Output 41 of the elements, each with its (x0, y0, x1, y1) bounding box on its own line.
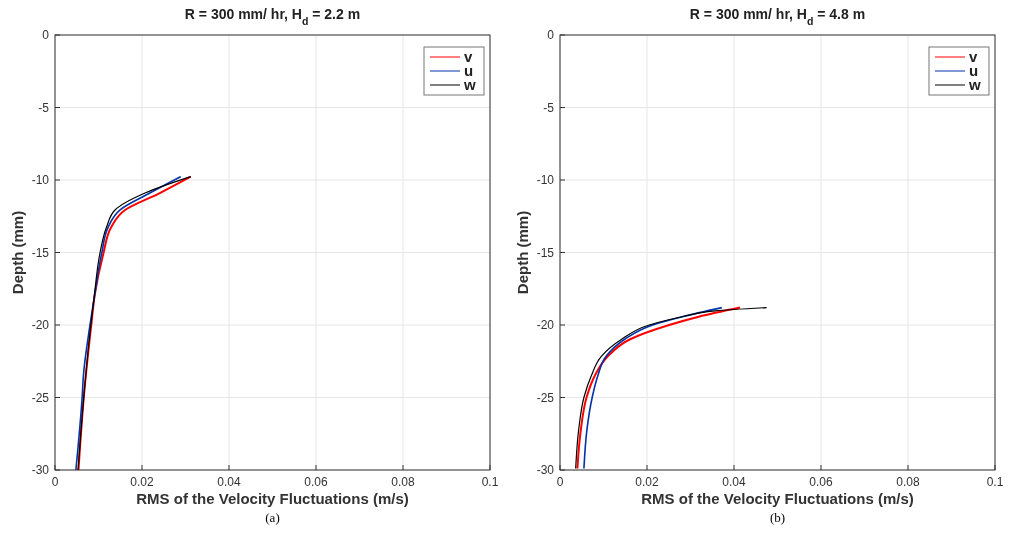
x-tick-label: 0.02 (635, 475, 659, 489)
x-tick-label: 0.1 (986, 475, 1004, 489)
x-axis-title: RMS of the Velocity Fluctuations (m/s) (641, 490, 914, 507)
chart-title: R = 300 mm/ hr, H$_{d}$ = 2.2 m (184, 6, 361, 27)
y-tick-label: -20 (536, 318, 555, 332)
x-tick-label: 0.04 (722, 475, 746, 489)
y-tick-label: -5 (543, 100, 555, 115)
y-tick-label: 0 (42, 28, 50, 42)
chart-title: R = 300 mm/ hr, H$_{d}$ = 4.8 m (689, 6, 866, 27)
y-tick-label: 0 (547, 28, 555, 42)
y-tick-label: -30 (31, 463, 50, 477)
y-tick-label: -10 (536, 173, 555, 187)
legend-label: u (969, 62, 979, 79)
legend-label: v (464, 48, 473, 65)
x-tick-label: 0.04 (217, 475, 241, 489)
x-tick-label: 0.08 (391, 475, 415, 489)
y-axis-title: Depth (mm) (514, 210, 531, 295)
x-tick-label: 0 (51, 475, 59, 489)
text: (b) (769, 510, 786, 525)
legend-label: v (969, 48, 978, 65)
x-tick-label: 0 (556, 475, 564, 489)
x-tick-label: 0.06 (304, 475, 328, 489)
y-tick-label: -30 (536, 463, 555, 477)
x-tick-label: 0.02 (130, 475, 154, 489)
y-tick-label: -15 (536, 245, 555, 260)
x-axis-title: RMS of the Velocity Fluctuations (m/s) (136, 490, 409, 507)
y-axis-title: Depth (mm) (9, 210, 26, 295)
x-tick-label: 0.1 (481, 475, 499, 489)
y-tick-label: -20 (31, 318, 50, 332)
text: (a) (265, 510, 280, 525)
legend-label: u (464, 62, 474, 79)
y-tick-label: -5 (38, 100, 50, 115)
legend-label: w (968, 76, 981, 93)
x-tick-label: 0.08 (896, 475, 920, 489)
y-tick-label: -10 (31, 173, 50, 187)
y-tick-label: -25 (536, 390, 555, 405)
y-tick-label: -25 (31, 390, 50, 405)
y-tick-label: -15 (31, 245, 50, 260)
line-series (583, 306, 723, 470)
x-tick-label: 0.06 (809, 475, 833, 489)
legend-label: w (463, 76, 476, 93)
